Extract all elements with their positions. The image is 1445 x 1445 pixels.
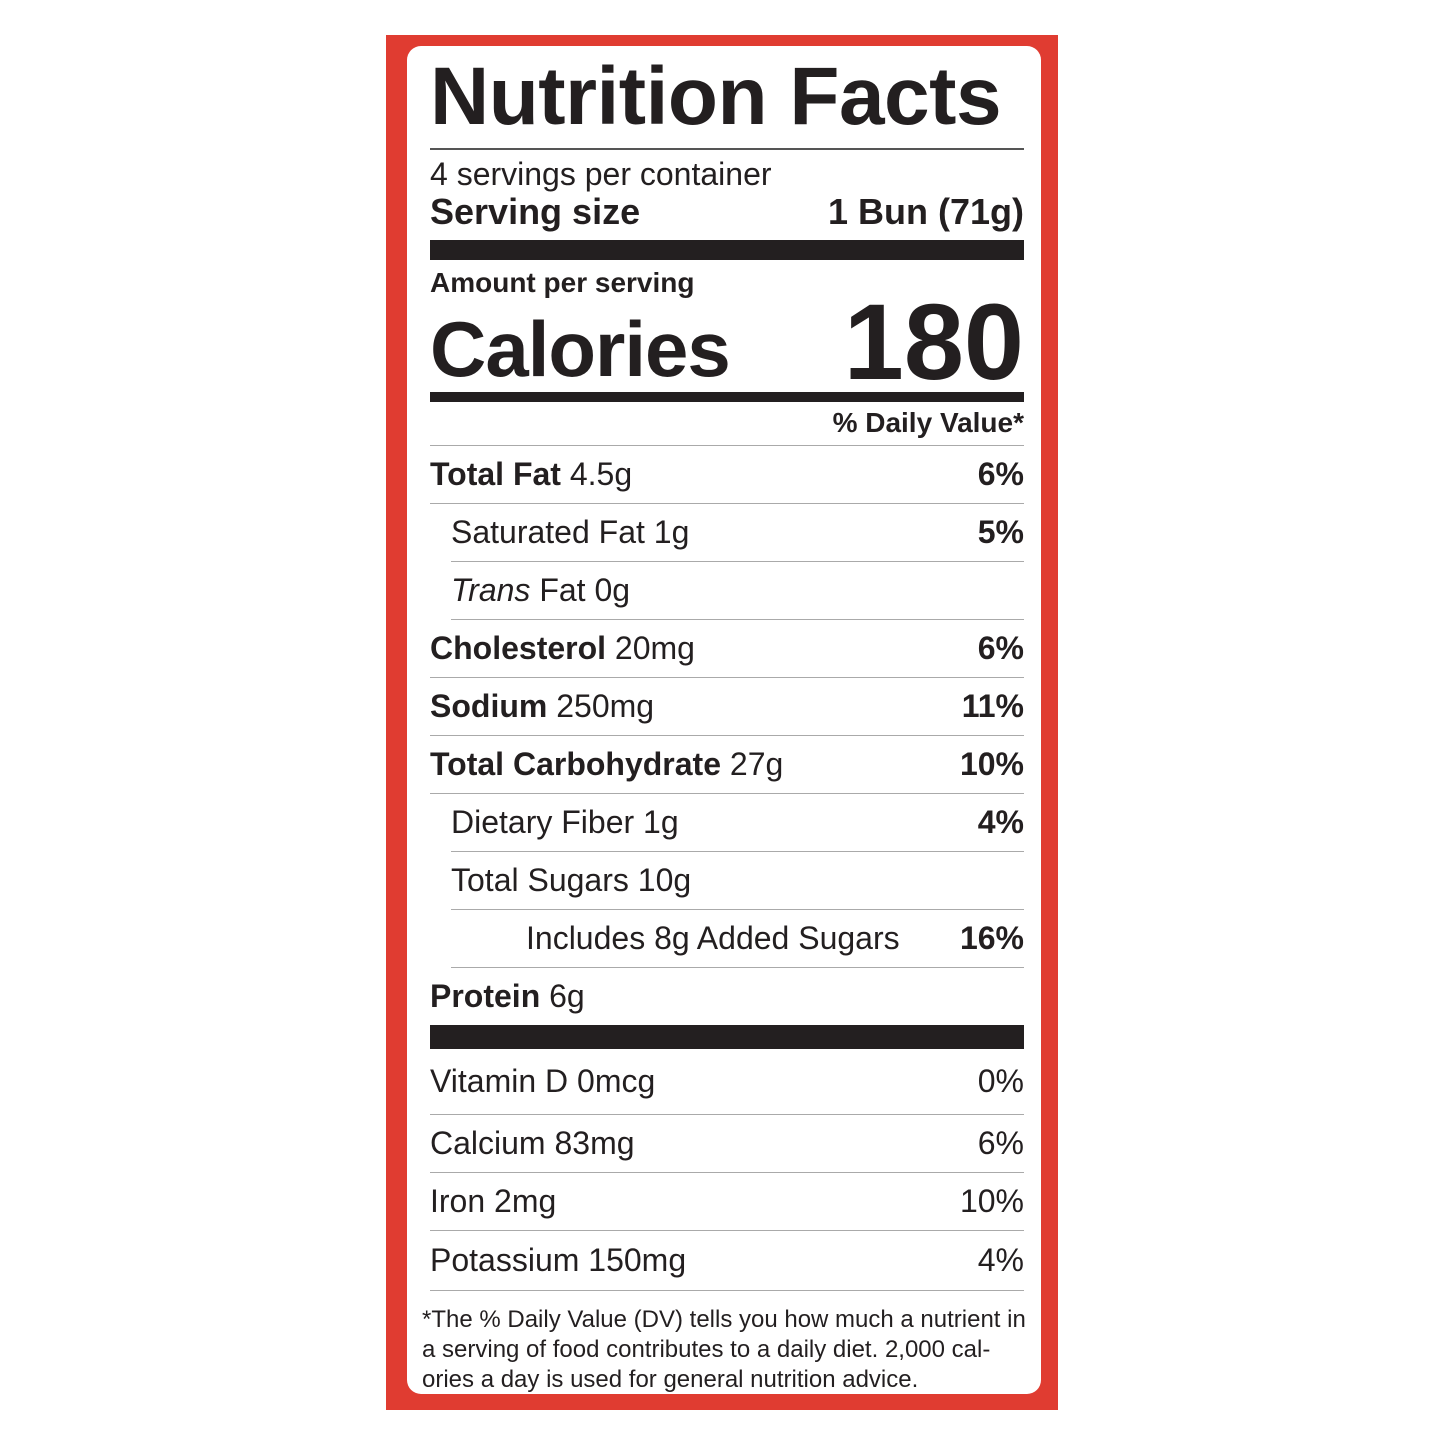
vitamin-row-calcium: Calcium 83mg 6% — [430, 1115, 1024, 1173]
thick-divider — [430, 240, 1024, 260]
serving-size-value: 1 Bun (71g) — [827, 191, 1024, 232]
thick-divider — [430, 1025, 1024, 1049]
nutrient-row-total-carbohydrate: Total Carbohydrate 27g 10% — [430, 736, 1024, 794]
label-title: Nutrition Facts — [430, 51, 1002, 142]
nutrient-row-added-sugars: Includes 8g Added Sugars 16% — [451, 910, 1024, 968]
nutrient-row-total-fat: Total Fat 4.5g 6% — [430, 446, 1024, 504]
servings-per-container: 4 servings per container — [430, 156, 772, 192]
footnote: *The % Daily Value (DV) tells you how mu… — [422, 1306, 1026, 1393]
calories-row: Calories 180 — [430, 288, 1024, 396]
nutrient-row-dietary-fiber: Dietary Fiber 1g 4% — [451, 794, 1024, 852]
label-frame: Nutrition Facts 4 servings per container… — [386, 35, 1058, 1410]
daily-value-header: % Daily Value* — [832, 407, 1024, 438]
serving-size: Serving size 1 Bun (71g) — [430, 192, 1024, 236]
nutrient-row-total-sugars: Total Sugars 10g — [451, 852, 1024, 910]
calories-label: Calories — [430, 305, 731, 393]
vitamin-row-potassium: Potassium 150mg 4% — [430, 1231, 1024, 1291]
nutrient-row-sodium: Sodium 250mg 11% — [430, 678, 1024, 736]
divider — [430, 148, 1024, 150]
vitamin-row-iron: Iron 2mg 10% — [430, 1173, 1024, 1231]
serving-size-label: Serving size — [430, 191, 641, 232]
nutrient-row-protein: Protein 6g — [430, 978, 585, 1014]
nutrient-row-cholesterol: Cholesterol 20mg 6% — [430, 620, 1024, 678]
medium-divider — [430, 392, 1024, 402]
nutrition-label: Nutrition Facts 4 servings per container… — [407, 46, 1041, 1394]
amount-per-serving: Amount per serving — [430, 267, 695, 298]
nutrient-row-saturated-fat: Saturated Fat 1g 5% — [451, 504, 1024, 562]
divider — [430, 445, 1024, 446]
vitamin-row-vitamin-d: Vitamin D 0mcg 0% — [430, 1049, 1024, 1115]
nutrient-row-trans-fat: Trans Fat 0g — [451, 562, 1024, 620]
calories-value: 180 — [843, 281, 1024, 402]
